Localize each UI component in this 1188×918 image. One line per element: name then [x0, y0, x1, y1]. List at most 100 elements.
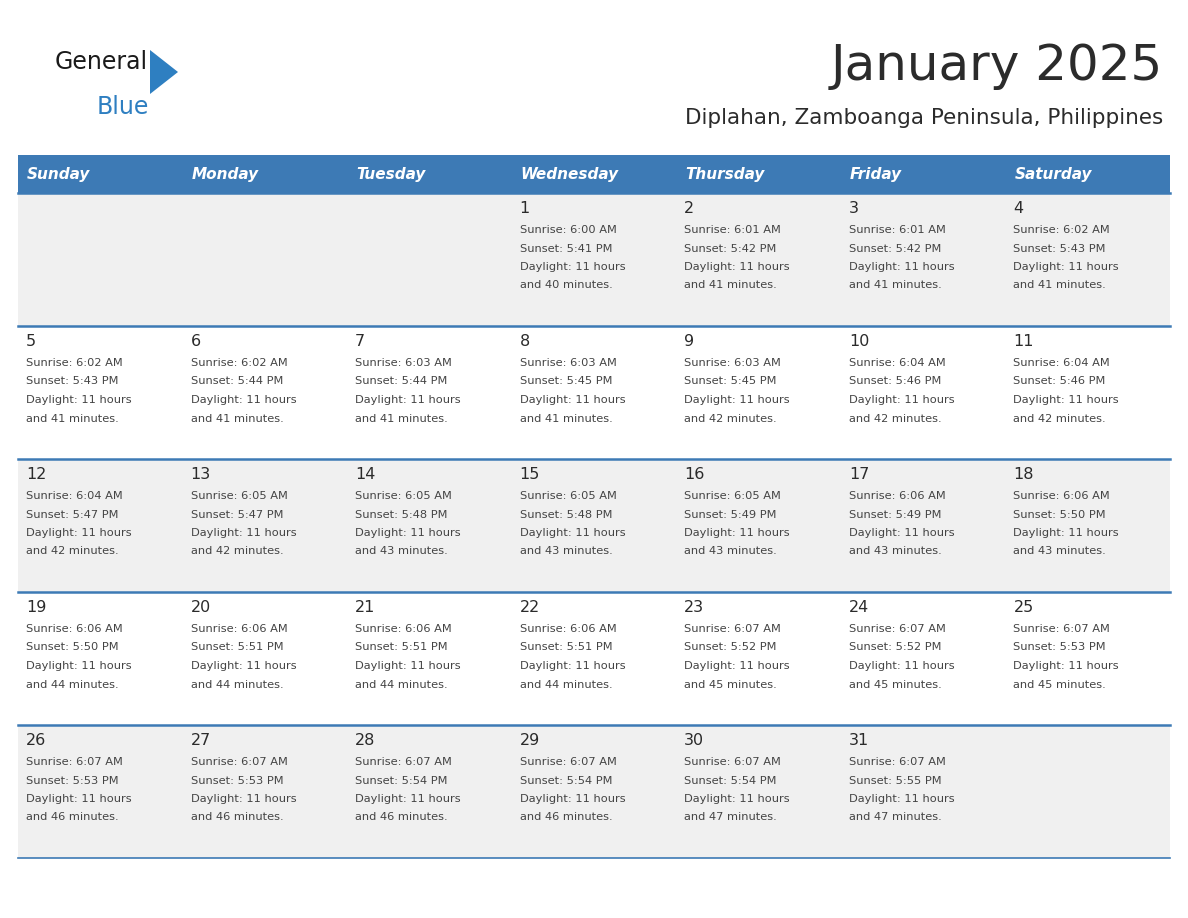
Bar	[512, 155, 676, 193]
Bar	[183, 459, 347, 592]
Text: 8: 8	[519, 334, 530, 349]
Text: Sunset: 5:42 PM: Sunset: 5:42 PM	[684, 243, 777, 253]
Bar	[676, 326, 841, 459]
Bar	[1005, 592, 1170, 725]
Text: Daylight: 11 hours: Daylight: 11 hours	[519, 794, 625, 804]
Bar	[18, 725, 183, 858]
Text: Daylight: 11 hours: Daylight: 11 hours	[1013, 395, 1119, 405]
Text: and 44 minutes.: and 44 minutes.	[519, 679, 612, 689]
Text: Sunset: 5:49 PM: Sunset: 5:49 PM	[849, 509, 941, 520]
Text: Daylight: 11 hours: Daylight: 11 hours	[849, 528, 954, 538]
Bar	[18, 326, 183, 459]
Text: Sunset: 5:41 PM: Sunset: 5:41 PM	[519, 243, 612, 253]
Bar	[347, 193, 512, 326]
Text: 23: 23	[684, 600, 704, 615]
Bar	[676, 592, 841, 725]
Text: Sunset: 5:43 PM: Sunset: 5:43 PM	[26, 376, 119, 386]
Text: and 43 minutes.: and 43 minutes.	[519, 546, 613, 556]
Text: Sunset: 5:48 PM: Sunset: 5:48 PM	[355, 509, 448, 520]
Text: Sunrise: 6:05 AM: Sunrise: 6:05 AM	[190, 491, 287, 501]
Text: 27: 27	[190, 733, 210, 748]
Text: Daylight: 11 hours: Daylight: 11 hours	[684, 528, 790, 538]
Text: Daylight: 11 hours: Daylight: 11 hours	[849, 395, 954, 405]
Text: Sunset: 5:53 PM: Sunset: 5:53 PM	[26, 776, 119, 786]
Text: Daylight: 11 hours: Daylight: 11 hours	[355, 528, 461, 538]
Text: 21: 21	[355, 600, 375, 615]
Text: 15: 15	[519, 467, 541, 482]
Text: and 41 minutes.: and 41 minutes.	[190, 413, 283, 423]
Text: 20: 20	[190, 600, 210, 615]
Text: Sunset: 5:46 PM: Sunset: 5:46 PM	[1013, 376, 1106, 386]
Bar	[183, 155, 347, 193]
Text: Sunrise: 6:03 AM: Sunrise: 6:03 AM	[684, 358, 782, 368]
Bar	[676, 193, 841, 326]
Text: 1: 1	[519, 201, 530, 216]
Text: 19: 19	[26, 600, 46, 615]
Text: Friday: Friday	[849, 166, 902, 182]
Text: Daylight: 11 hours: Daylight: 11 hours	[190, 661, 296, 671]
Text: Sunset: 5:53 PM: Sunset: 5:53 PM	[190, 776, 283, 786]
Text: 17: 17	[849, 467, 870, 482]
Bar	[1005, 326, 1170, 459]
Bar	[18, 193, 183, 326]
Text: Sunrise: 6:03 AM: Sunrise: 6:03 AM	[519, 358, 617, 368]
Text: Sunrise: 6:06 AM: Sunrise: 6:06 AM	[355, 624, 451, 634]
Text: 26: 26	[26, 733, 46, 748]
Bar	[347, 155, 512, 193]
Text: Sunset: 5:52 PM: Sunset: 5:52 PM	[684, 643, 777, 653]
Text: Saturday: Saturday	[1015, 166, 1092, 182]
Bar	[676, 725, 841, 858]
Text: Daylight: 11 hours: Daylight: 11 hours	[190, 528, 296, 538]
Bar	[183, 592, 347, 725]
Text: and 41 minutes.: and 41 minutes.	[519, 413, 613, 423]
Text: Sunset: 5:44 PM: Sunset: 5:44 PM	[355, 376, 448, 386]
Text: Daylight: 11 hours: Daylight: 11 hours	[849, 262, 954, 272]
Text: Sunset: 5:47 PM: Sunset: 5:47 PM	[190, 509, 283, 520]
Text: and 41 minutes.: and 41 minutes.	[684, 281, 777, 290]
Text: Daylight: 11 hours: Daylight: 11 hours	[684, 661, 790, 671]
Text: 3: 3	[849, 201, 859, 216]
Text: and 42 minutes.: and 42 minutes.	[26, 546, 119, 556]
Text: 5: 5	[26, 334, 36, 349]
Text: and 42 minutes.: and 42 minutes.	[849, 413, 941, 423]
Text: Sunset: 5:52 PM: Sunset: 5:52 PM	[849, 643, 941, 653]
Bar	[1005, 155, 1170, 193]
Text: Daylight: 11 hours: Daylight: 11 hours	[26, 528, 132, 538]
Bar	[18, 592, 183, 725]
Text: and 45 minutes.: and 45 minutes.	[684, 679, 777, 689]
Text: Wednesday: Wednesday	[520, 166, 619, 182]
Bar	[347, 725, 512, 858]
Text: Daylight: 11 hours: Daylight: 11 hours	[519, 661, 625, 671]
Text: Sunrise: 6:03 AM: Sunrise: 6:03 AM	[355, 358, 451, 368]
Text: Monday: Monday	[191, 166, 259, 182]
Text: Daylight: 11 hours: Daylight: 11 hours	[190, 794, 296, 804]
Bar	[676, 459, 841, 592]
Bar	[1005, 725, 1170, 858]
Text: January 2025: January 2025	[830, 42, 1163, 90]
Text: Sunrise: 6:07 AM: Sunrise: 6:07 AM	[519, 757, 617, 767]
Text: and 46 minutes.: and 46 minutes.	[26, 812, 119, 823]
Text: Sunset: 5:45 PM: Sunset: 5:45 PM	[684, 376, 777, 386]
Text: and 47 minutes.: and 47 minutes.	[849, 812, 942, 823]
Text: Sunrise: 6:07 AM: Sunrise: 6:07 AM	[849, 624, 946, 634]
Text: Daylight: 11 hours: Daylight: 11 hours	[519, 528, 625, 538]
Text: Sunrise: 6:07 AM: Sunrise: 6:07 AM	[1013, 624, 1111, 634]
Text: Daylight: 11 hours: Daylight: 11 hours	[26, 661, 132, 671]
Text: 13: 13	[190, 467, 210, 482]
Text: and 43 minutes.: and 43 minutes.	[684, 546, 777, 556]
Bar	[841, 326, 1005, 459]
Text: Sunrise: 6:05 AM: Sunrise: 6:05 AM	[684, 491, 782, 501]
Text: Sunset: 5:46 PM: Sunset: 5:46 PM	[849, 376, 941, 386]
Text: Sunset: 5:49 PM: Sunset: 5:49 PM	[684, 509, 777, 520]
Text: Daylight: 11 hours: Daylight: 11 hours	[684, 395, 790, 405]
Text: Sunset: 5:45 PM: Sunset: 5:45 PM	[519, 376, 612, 386]
Text: Sunrise: 6:02 AM: Sunrise: 6:02 AM	[1013, 225, 1110, 235]
Text: Sunset: 5:50 PM: Sunset: 5:50 PM	[26, 643, 119, 653]
Text: Daylight: 11 hours: Daylight: 11 hours	[519, 395, 625, 405]
Bar	[347, 326, 512, 459]
Text: Sunrise: 6:07 AM: Sunrise: 6:07 AM	[355, 757, 451, 767]
Text: Sunrise: 6:07 AM: Sunrise: 6:07 AM	[684, 757, 782, 767]
Text: Sunrise: 6:06 AM: Sunrise: 6:06 AM	[190, 624, 287, 634]
Text: and 46 minutes.: and 46 minutes.	[355, 812, 448, 823]
Text: Sunset: 5:51 PM: Sunset: 5:51 PM	[190, 643, 283, 653]
